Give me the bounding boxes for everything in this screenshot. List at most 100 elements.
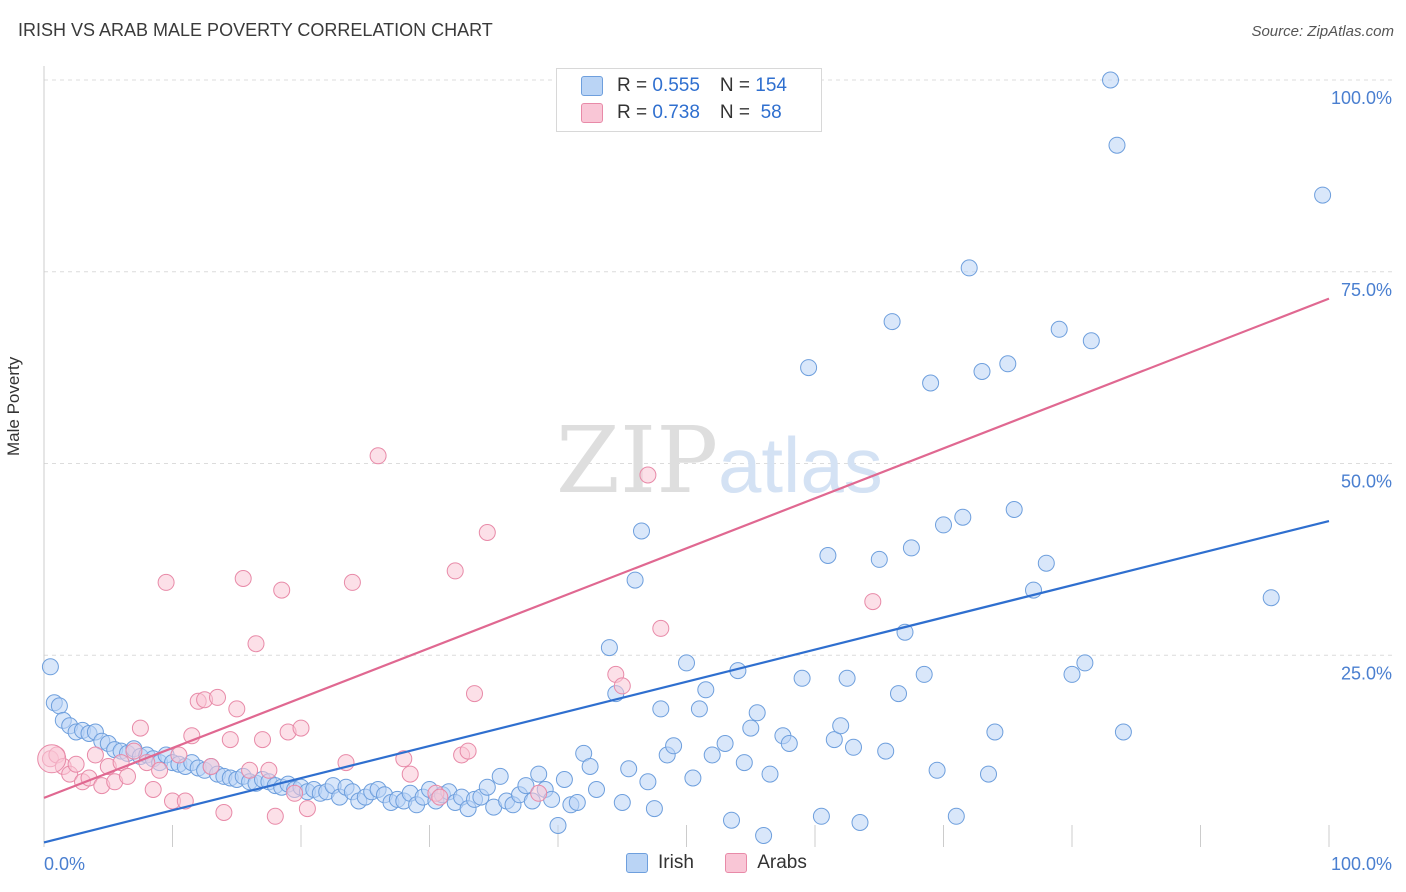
irish-trend-line [43,519,1330,844]
legend-item-irish[interactable]: Irish [626,852,694,874]
irish-point [902,539,920,557]
y-tick-label: 50.0% [1341,472,1392,492]
watermark-atlas: atlas [718,421,883,509]
irish-point [999,355,1017,373]
irish-point [1082,332,1100,350]
arabs-point [209,688,226,706]
chart-title: IRISH VS ARAB MALE POVERTY CORRELATION C… [18,20,493,40]
arabs-point [273,581,291,599]
irish-point [549,817,567,834]
irish-point [665,737,683,755]
arabs-point [431,788,449,806]
trend-lines [43,297,1330,844]
irish-point [620,760,638,778]
irish-point [1108,136,1126,154]
arabs-point [369,447,387,465]
irish-point [1063,665,1081,683]
irish-point [716,735,734,752]
arabs-point [292,719,310,737]
arabs-point [170,746,188,764]
arabs-swatch [725,852,748,873]
irish-point [697,681,715,699]
legend-r-label: R = [617,75,653,96]
arabs-point [67,755,85,773]
arabs-point [151,761,169,779]
arabs-point [298,800,316,818]
irish-point [800,359,818,377]
legend-n-value-irish: 154 [755,75,787,96]
arabs-point [144,781,162,798]
irish-point [703,746,721,764]
irish-point [1037,554,1055,572]
arabs-point [864,593,882,611]
arabs-point [228,700,246,718]
irish-point [838,669,856,687]
y-tick-label: 25.0% [1341,663,1392,683]
arabs-point [639,466,657,484]
irish-point [1076,654,1094,672]
arabs-point [131,719,149,737]
irish-point [980,765,997,783]
arabs-point [266,807,284,825]
x-tick-label: 0.0% [44,854,85,874]
irish-point [986,723,1004,741]
gridlines [44,79,1392,656]
arabs-point [215,804,233,821]
irish-point [600,639,618,657]
irish-point [613,794,631,811]
legend-r-label: R = [617,102,653,123]
irish-point [639,773,657,791]
irish-point [761,765,779,783]
irish-point [793,669,811,687]
irish-point [626,571,644,589]
irish-point [50,697,68,715]
irish-point [555,771,573,788]
legend-n-label: N = [719,75,756,96]
irish-point [877,742,895,760]
irish-point [652,700,670,718]
arabs-point [119,767,136,785]
irish-point [825,731,843,749]
legend-n-label: N = [719,102,756,123]
arabs-point [37,744,67,774]
irish-point [748,704,766,722]
watermark: ZIP atlas [556,407,883,514]
irish-point [1114,723,1132,741]
irish-point [935,516,952,534]
arabs-point [157,573,175,591]
arabs-point [247,635,265,653]
tick-labels: 25.0% 50.0% 75.0% 100.0% 0.0% 100.0% [44,88,1392,874]
irish-point [755,827,773,844]
legend-swatch-arabs [581,102,603,123]
irish-point [478,778,496,796]
irish-point [491,767,509,785]
irish-point [742,719,760,737]
arabs-trend-line [43,297,1330,799]
correlation-legend: R = 0.555 N = 154 R = 0.738 N = 58 [556,68,822,132]
irish-point [678,654,695,672]
irish-point [530,765,548,783]
arabs-point [459,742,477,760]
legend-swatch-irish [581,75,603,96]
series-legend: Irish Arabs [626,852,833,874]
irish-swatch [626,852,648,873]
arabs-point [395,750,413,768]
irish-point [960,259,978,277]
arabs-point [343,573,361,591]
irish-point [690,700,708,718]
legend-item-arabs[interactable]: Arabs [725,852,807,874]
arabs-point [530,784,548,802]
irish-point [954,508,972,526]
legend-r-value-arabs: 0.738 [652,102,700,123]
legend-r-value-irish: 0.555 [652,75,700,96]
arabs-point [125,742,143,760]
irish-point [568,794,586,811]
arabs-point [86,746,104,764]
irish-point [928,761,946,779]
arabs-point [202,758,220,775]
irish-point [883,313,901,331]
irish-point [1314,186,1332,204]
irish-point [890,685,907,703]
arabs-point [260,761,278,779]
irish-point [581,758,599,775]
